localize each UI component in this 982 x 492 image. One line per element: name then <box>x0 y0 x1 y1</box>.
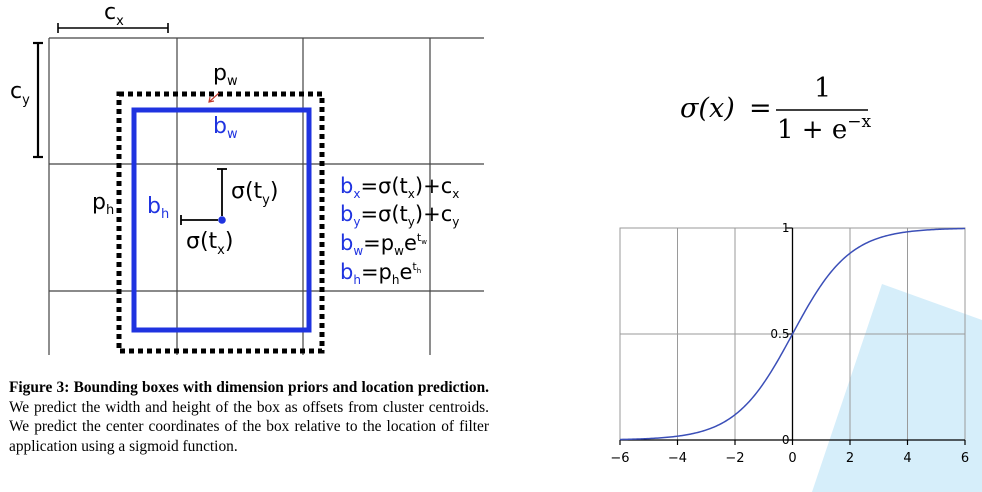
figure-caption: Figure 3: Bounding boxes with dimension … <box>9 378 489 456</box>
pw-arrow <box>208 92 220 103</box>
caption-body: We predict the width and height of the b… <box>9 398 489 455</box>
sigma-tx-measure <box>180 215 218 225</box>
formula-lhs: σ(x) <box>680 93 735 124</box>
bh-label: bh <box>147 194 169 222</box>
x-tick-label: 6 <box>961 451 969 466</box>
y-tick-label: 0 <box>782 433 790 447</box>
x-tick-label: 2 <box>846 451 854 466</box>
watermark-shape <box>812 284 982 492</box>
x-tick-label: 0 <box>788 451 796 466</box>
formula-denominator: 1 + e−x <box>777 112 871 145</box>
y-tick-label: 1 <box>782 221 790 235</box>
equation-bh: bh=pheth <box>340 260 421 287</box>
bounding-box-diagram: cx cy pw bw ph bh σ(ty) <box>10 0 484 355</box>
cx-measure <box>57 23 169 33</box>
sigmoid-chart: −6 −4 −2 0 2 4 6 0 0.5 1 <box>610 221 982 492</box>
sigma-ty-measure <box>217 168 227 216</box>
formula-equals: = <box>749 93 772 124</box>
cy-label: cy <box>10 79 30 108</box>
cx-label: cx <box>104 0 124 29</box>
predicted-box <box>131 107 312 333</box>
equation-bw: bw=pwetw <box>340 231 427 258</box>
caption-label: Figure 3: <box>9 379 70 396</box>
x-tick-label: 4 <box>903 451 911 466</box>
center-dot <box>218 216 226 224</box>
x-tick-label: −2 <box>725 451 744 466</box>
sigmoid-curve <box>619 227 966 441</box>
sigmoid-formula: σ(x) = 1 1 + e−x <box>680 73 871 145</box>
caption-title: Bounding boxes with dimension priors and… <box>73 379 489 396</box>
pw-label: pw <box>213 61 238 89</box>
formula-numerator: 1 <box>814 73 831 104</box>
cy-measure <box>33 41 43 159</box>
x-tick-label: −4 <box>668 451 687 466</box>
sigma-ty-label: σ(ty) <box>231 179 278 208</box>
equation-by: by=σ(ty)+cy <box>340 202 459 229</box>
x-tick-label: −6 <box>610 451 629 466</box>
y-tick-label: 0.5 <box>770 327 789 341</box>
chart-ticks: −6 −4 −2 0 2 4 6 0 0.5 1 <box>610 221 969 466</box>
equation-list: bx=σ(tx)+cx by=σ(ty)+cy bw=pwetw bh=phet… <box>340 174 459 287</box>
prior-box <box>116 91 325 354</box>
equation-bx: bx=σ(tx)+cx <box>340 174 459 201</box>
bw-label: bw <box>213 114 238 142</box>
chart-series <box>619 227 966 441</box>
sigma-tx-label: σ(tx) <box>186 229 233 258</box>
ph-label: ph <box>92 190 114 218</box>
